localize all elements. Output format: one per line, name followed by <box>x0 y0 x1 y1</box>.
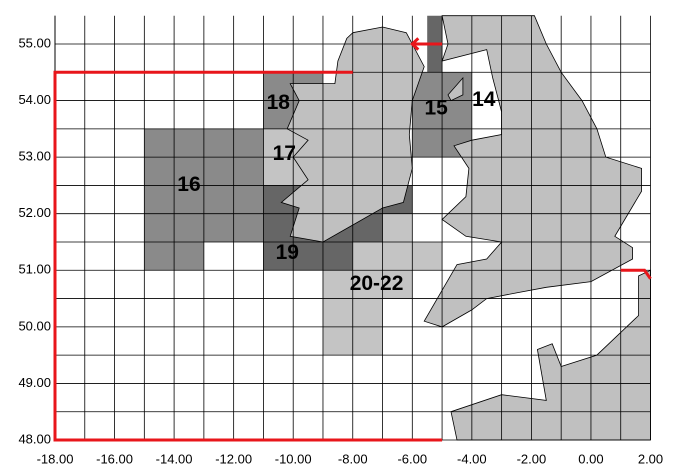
x-tick-label: 0.00 <box>578 451 603 466</box>
x-tick-label: 2.00 <box>638 451 663 466</box>
x-tick-label: -16.00 <box>96 451 133 466</box>
boundary <box>620 268 652 280</box>
y-tick-label: 48.00 <box>18 431 51 446</box>
x-tick-label: -8.00 <box>338 451 368 466</box>
area-label: 17 <box>273 142 296 165</box>
area-label: 15 <box>424 97 448 120</box>
x-tick-label: -4.00 <box>457 451 487 466</box>
y-tick-label: 52.00 <box>18 205 51 220</box>
x-tick-label: -2.00 <box>517 451 547 466</box>
land <box>423 15 642 328</box>
area-label: 19 <box>276 241 299 264</box>
y-tick-label: 55.00 <box>18 35 51 50</box>
x-tick-label: -6.00 <box>397 451 427 466</box>
y-tick-label: 53.00 <box>18 149 51 164</box>
x-tick-label: -18.00 <box>37 451 74 466</box>
x-tick-label: -14.00 <box>156 451 193 466</box>
land <box>447 76 464 102</box>
boundary <box>410 37 420 51</box>
y-tick-label: 51.00 <box>18 262 51 277</box>
y-tick-label: 50.00 <box>18 318 51 333</box>
y-tick-label: 54.00 <box>18 92 51 107</box>
boundary <box>53 70 443 442</box>
x-tick-label: -12.00 <box>215 451 252 466</box>
area-label: 20-22 <box>350 272 404 295</box>
x-tick-label: -10.00 <box>275 451 312 466</box>
area-label: 16 <box>177 173 200 196</box>
area-label: 18 <box>267 91 291 114</box>
area-label: 14 <box>472 88 496 111</box>
y-tick-label: 49.00 <box>18 375 51 390</box>
